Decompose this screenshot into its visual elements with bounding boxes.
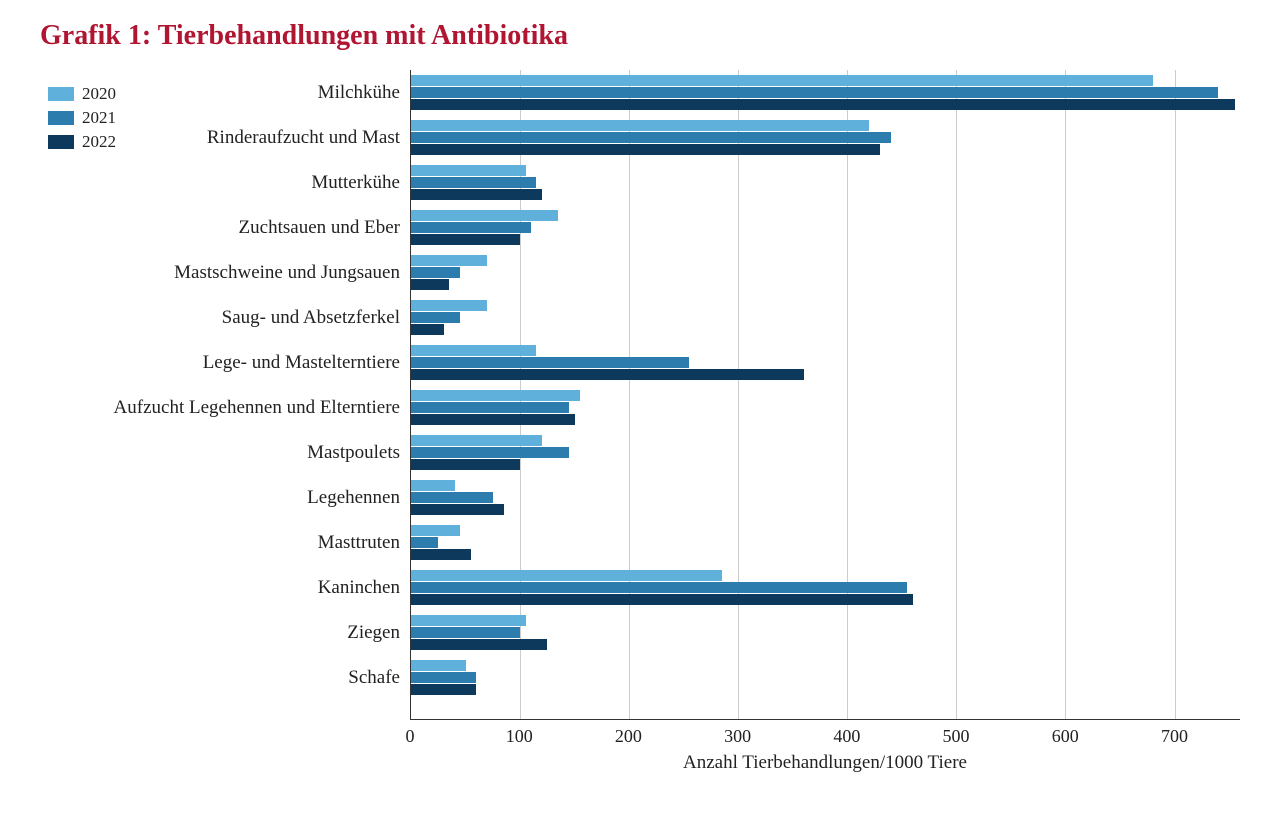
bar-group (411, 520, 1240, 565)
bar-group (411, 340, 1240, 385)
bar (411, 684, 476, 695)
plot-area (410, 70, 1240, 720)
plot-column: Anzahl Tierbehandlungen/1000 Tiere 01002… (410, 70, 1240, 770)
category-label: Mutterkühe (40, 160, 410, 205)
bar (411, 189, 542, 200)
bar (411, 279, 449, 290)
bar (411, 402, 569, 413)
x-axis: Anzahl Tierbehandlungen/1000 Tiere 01002… (410, 720, 1240, 770)
bar (411, 87, 1218, 98)
category-label: Schafe (40, 655, 410, 700)
category-label: Lege- und Mastelterntiere (40, 340, 410, 385)
x-tick-label: 100 (506, 726, 533, 747)
bar (411, 582, 907, 593)
bar (411, 312, 460, 323)
x-tick-label: 400 (833, 726, 860, 747)
bar (411, 324, 444, 335)
left-column: 202020212022 MilchküheRinderaufzucht und… (40, 70, 410, 770)
bar (411, 300, 487, 311)
x-tick-label: 200 (615, 726, 642, 747)
bar (411, 627, 520, 638)
category-label: Mastschweine und Jungsauen (40, 250, 410, 295)
category-label: Ziegen (40, 610, 410, 655)
bar (411, 222, 531, 233)
chart-container: 202020212022 MilchküheRinderaufzucht und… (40, 70, 1240, 770)
category-label: Rinderaufzucht und Mast (40, 115, 410, 160)
bar (411, 255, 487, 266)
x-tick-label: 600 (1052, 726, 1079, 747)
bar-group (411, 385, 1240, 430)
bar (411, 660, 466, 671)
bar (411, 594, 913, 605)
bar (411, 120, 869, 131)
bar (411, 132, 891, 143)
bar (411, 234, 520, 245)
bar (411, 447, 569, 458)
bar (411, 165, 526, 176)
bar (411, 75, 1153, 86)
bar-group (411, 115, 1240, 160)
bar-group (411, 250, 1240, 295)
category-label: Milchkühe (40, 70, 410, 115)
bar (411, 267, 460, 278)
bar (411, 549, 471, 560)
category-label: Saug- und Absetzferkel (40, 295, 410, 340)
bar-group (411, 610, 1240, 655)
x-axis-title: Anzahl Tierbehandlungen/1000 Tiere (410, 720, 1240, 774)
bar-group (411, 430, 1240, 475)
bar-group (411, 205, 1240, 250)
bar (411, 504, 504, 515)
x-tick-label: 700 (1161, 726, 1188, 747)
bar (411, 210, 558, 221)
category-label: Aufzucht Legehennen und Elterntiere (40, 385, 410, 430)
bar (411, 459, 520, 470)
category-label: Legehennen (40, 475, 410, 520)
bar (411, 480, 455, 491)
bar (411, 345, 536, 356)
bar (411, 99, 1235, 110)
bar (411, 570, 722, 581)
bar (411, 357, 689, 368)
bar (411, 144, 880, 155)
bar (411, 525, 460, 536)
bar (411, 414, 575, 425)
category-label: Zuchtsauen und Eber (40, 205, 410, 250)
bar-group (411, 160, 1240, 205)
category-label: Mastpoulets (40, 430, 410, 475)
x-tick-label: 500 (943, 726, 970, 747)
bar-group (411, 295, 1240, 340)
category-labels: MilchküheRinderaufzucht und MastMutterkü… (40, 70, 410, 700)
bar (411, 615, 526, 626)
bar-group (411, 475, 1240, 520)
chart-title: Grafik 1: Tierbehandlungen mit Antibioti… (40, 20, 1240, 52)
bar (411, 672, 476, 683)
bar (411, 639, 547, 650)
bar (411, 369, 804, 380)
category-label: Masttruten (40, 520, 410, 565)
category-label: Kaninchen (40, 565, 410, 610)
bar (411, 390, 580, 401)
bar (411, 177, 536, 188)
x-tick-label: 300 (724, 726, 751, 747)
bar-group (411, 655, 1240, 700)
bar (411, 435, 542, 446)
bar-group (411, 70, 1240, 115)
x-tick-label: 0 (406, 726, 415, 747)
bar-group (411, 565, 1240, 610)
bar (411, 537, 438, 548)
bar (411, 492, 493, 503)
